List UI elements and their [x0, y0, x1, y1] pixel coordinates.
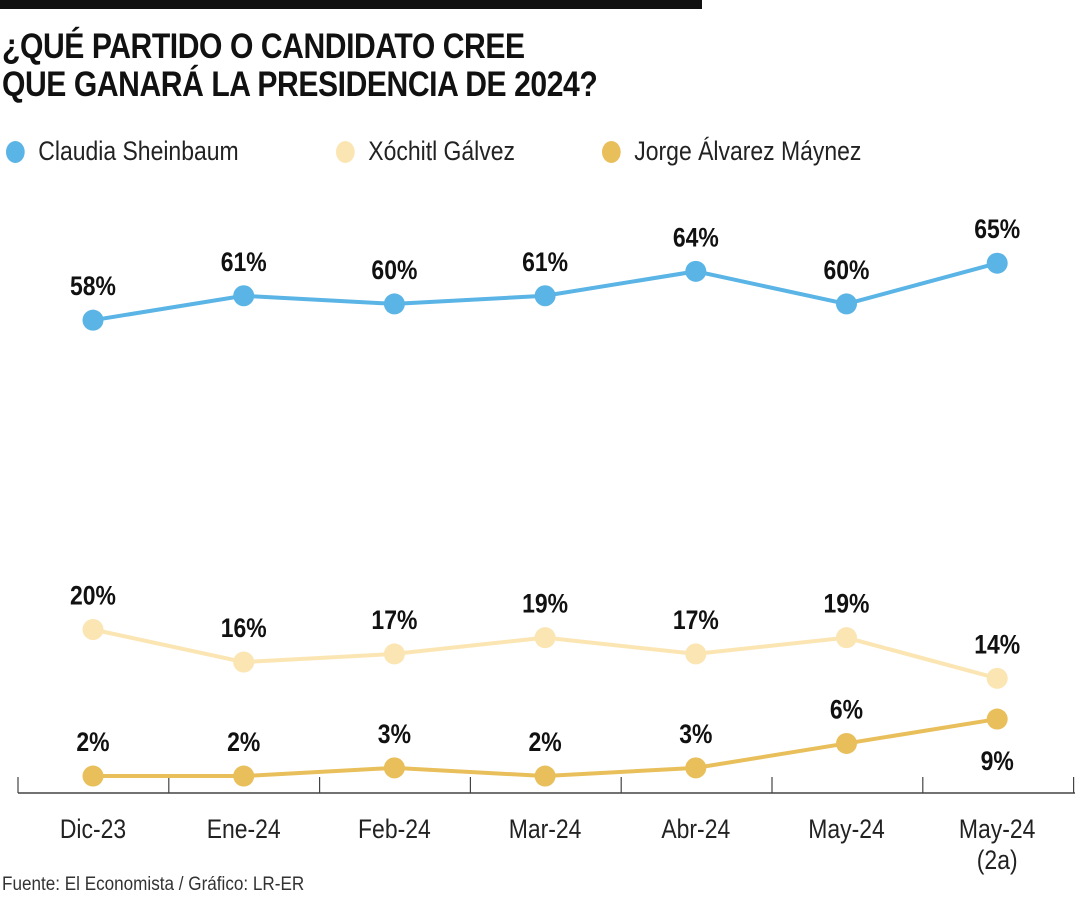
- data-point: [685, 643, 707, 665]
- data-label: 2%: [76, 727, 109, 757]
- data-point: [986, 708, 1008, 730]
- data-point: [233, 765, 255, 787]
- data-point: [534, 627, 556, 649]
- data-point: [685, 260, 707, 282]
- data-point: [233, 285, 255, 307]
- legend-item-sheinbaum: Claudia Sheinbaum: [6, 136, 239, 167]
- data-point: [836, 627, 857, 649]
- data-label: 3%: [378, 719, 411, 749]
- legend-dot: [602, 140, 621, 163]
- data-label: 19%: [824, 589, 870, 619]
- legend-label: Claudia Sheinbaum: [38, 136, 239, 166]
- data-label: 9%: [981, 746, 1014, 776]
- data-label: 6%: [830, 695, 863, 725]
- data-label: 61%: [221, 247, 267, 277]
- data-label: 65%: [974, 214, 1020, 244]
- data-label: 2%: [529, 727, 562, 757]
- title-line-2: QUE GANARÁ LA PRESIDENCIA DE 2024?: [2, 65, 598, 104]
- x-tick-label: May-24: [959, 814, 1036, 844]
- data-point: [534, 765, 556, 787]
- data-label: 64%: [673, 223, 719, 253]
- data-point: [836, 293, 857, 315]
- data-point: [383, 757, 405, 779]
- x-tick-label: May-24: [808, 814, 885, 844]
- x-tick-label: (2a): [977, 845, 1018, 875]
- chart-title: ¿QUÉ PARTIDO O CANDIDATO CREE QUE GANARÁ…: [2, 27, 598, 104]
- legend-item-galvez: Xóchitl Gálvez: [335, 136, 515, 167]
- data-point: [836, 732, 857, 754]
- source-note: Fuente: El Economista / Gráfico: LR-ER: [2, 874, 305, 895]
- legend-dot: [6, 140, 25, 163]
- x-tick-label: Dic-23: [60, 814, 126, 844]
- data-point: [383, 293, 405, 315]
- legend-dot: [335, 140, 355, 163]
- x-tick-label: Mar-24: [509, 814, 582, 844]
- data-label: 17%: [371, 605, 417, 635]
- x-tick-label: Ene-24: [207, 814, 281, 844]
- data-label: 14%: [974, 630, 1020, 660]
- data-point: [534, 285, 556, 307]
- data-label: 61%: [522, 247, 568, 277]
- data-point: [233, 651, 255, 673]
- title-line-1: ¿QUÉ PARTIDO O CANDIDATO CREE: [2, 27, 525, 66]
- legend-label: Xóchitl Gálvez: [367, 136, 515, 166]
- x-tick-label: Abr-24: [661, 814, 730, 844]
- legend-item-maynez: Jorge Álvarez Máynez: [602, 136, 862, 167]
- data-label: 19%: [522, 589, 568, 619]
- top-rule: [0, 0, 702, 9]
- data-point: [986, 252, 1008, 274]
- data-point: [82, 619, 104, 640]
- data-label: 16%: [221, 613, 267, 643]
- data-point: [685, 757, 707, 779]
- data-label: 60%: [371, 255, 417, 285]
- x-tick-label: Feb-24: [358, 814, 431, 844]
- data-label: 60%: [824, 255, 870, 285]
- legend-label: Jorge Álvarez Máynez: [634, 136, 862, 166]
- data-point: [986, 667, 1008, 689]
- data-label: 58%: [70, 271, 116, 301]
- data-label: 3%: [679, 719, 712, 749]
- data-point: [82, 309, 104, 331]
- data-point: [82, 765, 104, 787]
- data-label: 17%: [673, 605, 719, 635]
- data-label: 20%: [70, 581, 116, 611]
- data-label: 2%: [227, 727, 260, 757]
- legend: Claudia Sheinbaum Xóchitl Gálvez Jorge Á…: [6, 136, 963, 167]
- data-point: [383, 643, 405, 665]
